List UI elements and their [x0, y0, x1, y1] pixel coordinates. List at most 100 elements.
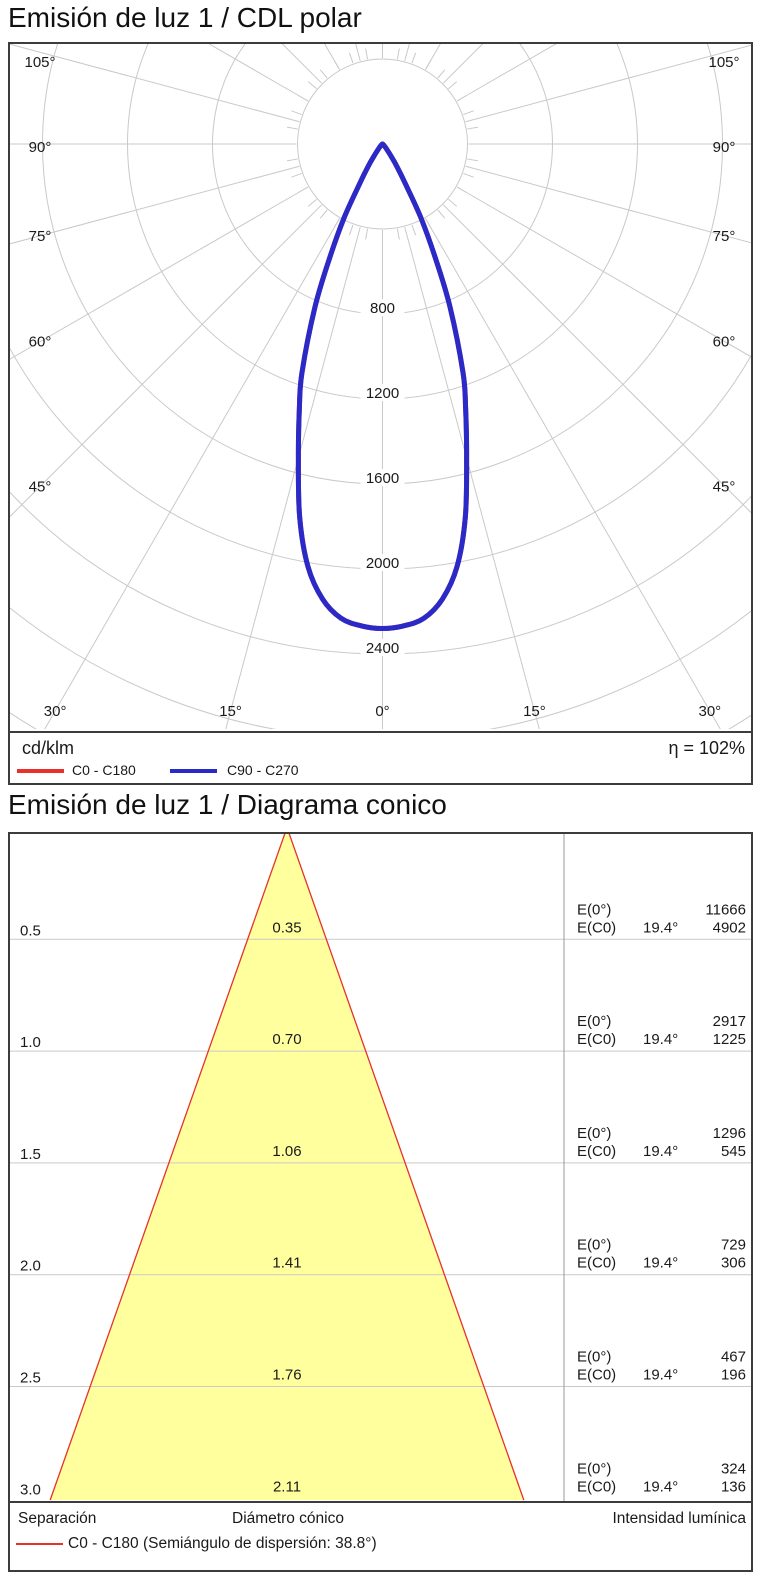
ec0-label: E(C0) — [577, 1478, 616, 1495]
separation-value: 2.0 — [20, 1258, 41, 1275]
polar-tick — [291, 172, 302, 178]
polar-angle-label-right: 90° — [713, 139, 736, 156]
cone-legend-line — [16, 1543, 63, 1545]
polar-curves — [295, 141, 470, 631]
cone-rows: 0.5 0.35 E(0°) 11666 E(C0) 19.4° 4902 1.0 0.70 E(… — [20, 901, 746, 1498]
polar-angle-label-right: 45° — [713, 479, 736, 496]
polar-spoke — [425, 44, 441, 70]
polar-spoke — [324, 44, 340, 70]
e0-label: E(0°) — [577, 1460, 611, 1477]
polar-angle-label-right: 105° — [708, 54, 739, 71]
polar-spoke — [442, 44, 484, 84]
polar-tick — [456, 186, 467, 193]
ec0-value: 136 — [721, 1478, 746, 1495]
cone-diameter-value: 1.41 — [272, 1255, 301, 1272]
polar-spoke — [404, 226, 540, 729]
ec0-label: E(C0) — [577, 1367, 616, 1384]
e0-value: 1296 — [713, 1125, 746, 1142]
beam-angle-value: 19.4° — [643, 1143, 678, 1160]
polar-ring — [297, 58, 468, 230]
polar-angle-label-right: 75° — [713, 228, 736, 245]
polar-angle-label-left: 75° — [29, 228, 52, 245]
polar-spoke — [404, 44, 410, 62]
ec0-value: 196 — [721, 1367, 746, 1384]
polar-spoke — [44, 218, 340, 729]
polar-angle-labels: 105° 105° 90° 90° 75° 75° 60° 60° 45° 45° 30° 15° 0°… — [24, 54, 739, 720]
polar-tick — [396, 228, 400, 240]
polar-ring-label: 1600 — [366, 470, 399, 487]
polar-chart-panel: 800 1200 1600 2000 2400 105° 105° 90° 90° 75° 75° 6… — [8, 42, 753, 785]
e0-label: E(0°) — [577, 901, 611, 918]
polar-spoke — [425, 218, 721, 729]
e0-value: 2917 — [713, 1013, 746, 1030]
polar-tick — [286, 126, 298, 130]
polar-ring-labels: 800 1200 1600 2000 2400 — [360, 299, 405, 657]
separation-column-label: Separación — [18, 1510, 97, 1527]
ec0-value: 4902 — [713, 919, 746, 936]
polar-tick — [448, 81, 458, 90]
cone-diameter-value: 2.11 — [273, 1478, 301, 1495]
polar-tick — [467, 126, 479, 130]
beam-angle-value: 19.4° — [643, 1478, 678, 1495]
separation-value: 1.5 — [20, 1146, 41, 1163]
polar-tick — [286, 158, 298, 162]
polar-angle-label-left: 60° — [29, 334, 52, 351]
polar-tick — [411, 224, 417, 236]
c90-c270-legend-line — [170, 769, 217, 773]
cone-diameter-value: 1.76 — [272, 1367, 301, 1384]
ec0-label: E(C0) — [577, 1143, 616, 1160]
cone-diameter-value: 1.06 — [272, 1143, 301, 1160]
polar-chart: 800 1200 1600 2000 2400 105° 105° 90° 90° 75° 75° 6… — [10, 44, 751, 729]
polar-tick — [348, 224, 354, 236]
ec0-label: E(C0) — [577, 1255, 616, 1272]
polar-tick — [333, 59, 340, 70]
beam-angle-value: 19.4° — [643, 1255, 678, 1272]
polar-legend: cd/klm η = 102% C0 - C180 C90 - C270 — [10, 731, 751, 783]
polar-angle-label-left: 45° — [29, 479, 52, 496]
e0-value: 11666 — [705, 901, 746, 918]
polar-spoke — [10, 165, 300, 245]
ec0-label: E(C0) — [577, 1031, 616, 1048]
cone-diagram: 0.5 0.35 E(0°) 11666 E(C0) 19.4° 4902 1.0 0.70 E(… — [10, 834, 751, 1501]
separation-value: 3.0 — [20, 1481, 41, 1498]
e0-label: E(0°) — [577, 1125, 611, 1142]
polar-angle-label-bottom: 30° — [699, 703, 722, 720]
polar-tick — [291, 110, 302, 116]
c0-c180-legend-label: C0 - C180 — [72, 762, 136, 778]
polar-tick — [437, 209, 446, 219]
polar-angle-label-bottom: 0° — [375, 703, 389, 720]
light-cone-area — [50, 834, 524, 1500]
separation-value: 1.0 — [20, 1034, 41, 1051]
cone-diagram-title: Emisión de luz 1 / Diagrama conico — [8, 789, 447, 820]
polar-tick — [298, 95, 309, 102]
e0-value: 467 — [721, 1349, 746, 1366]
polar-spoke — [465, 165, 751, 244]
cone-beam-edges — [49, 834, 525, 1501]
polar-tick — [448, 198, 458, 207]
e0-label: E(0°) — [577, 1349, 611, 1366]
ec0-value: 545 — [721, 1143, 746, 1160]
polar-spoke — [225, 226, 361, 729]
polar-tick — [348, 52, 354, 64]
cone-diameter-column-label: Diámetro cónico — [232, 1510, 344, 1527]
cone-diagram-panel: 0.5 0.35 E(0°) 11666 E(C0) 19.4° 4902 1.0 0.70 E(… — [8, 832, 753, 1572]
polar-angle-label-bottom: 15° — [219, 703, 242, 720]
polar-unit-label: cd/klm — [22, 738, 75, 758]
polar-ring-label: 2000 — [366, 555, 399, 572]
cone-diameter-value: 0.35 — [272, 919, 301, 936]
polar-angle-label-bottom: 30° — [44, 703, 67, 720]
polar-angle-label-bottom: 15° — [523, 703, 546, 720]
polar-ring-label: 800 — [370, 300, 395, 317]
e0-label: E(0°) — [577, 1237, 611, 1254]
polar-tick — [365, 48, 369, 60]
ec0-label: E(C0) — [577, 919, 616, 936]
e0-value: 324 — [721, 1460, 746, 1477]
polar-spoke — [355, 44, 361, 62]
polar-chart-title: Emisión de luz 1 / CDL polar — [8, 2, 362, 33]
polar-tick — [463, 172, 474, 178]
polar-tick — [425, 218, 432, 229]
polar-tick — [333, 218, 340, 229]
polar-tick — [463, 110, 474, 116]
polar-angle-label-right: 60° — [713, 334, 736, 351]
